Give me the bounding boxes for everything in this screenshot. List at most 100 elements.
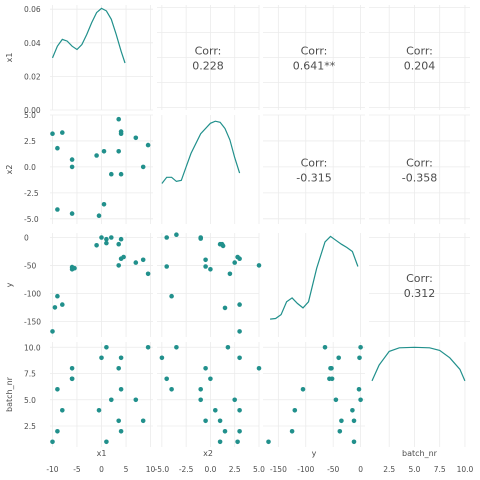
x-tick-label: -150 xyxy=(270,465,287,474)
y-tick-label: -100 xyxy=(24,289,41,298)
scatter-point xyxy=(222,429,228,434)
panel-background xyxy=(263,342,365,447)
scatter-point xyxy=(69,211,75,216)
panel-x1-x1 xyxy=(50,5,153,111)
scatter-point xyxy=(50,439,55,445)
density-curve-batch_nr xyxy=(371,346,466,382)
scatter-point xyxy=(350,408,355,413)
correlation-value: 0.204 xyxy=(404,60,436,73)
scatter-point xyxy=(69,376,75,382)
panel-batch_nr-batch_nr xyxy=(369,342,470,447)
y-tick-label: -2.5 xyxy=(24,189,39,198)
scatter-point xyxy=(256,366,262,371)
row-variable-label: x2 xyxy=(5,165,14,175)
scatter-point xyxy=(358,397,363,403)
x-tick-label: 5 xyxy=(124,465,129,474)
scatter-point xyxy=(116,116,121,122)
scatter-point xyxy=(159,355,165,361)
scatter-point xyxy=(198,397,203,403)
x-tick-label: 0 xyxy=(99,465,104,474)
correlation-label: Corr: xyxy=(406,272,433,285)
scatter-point xyxy=(164,235,169,240)
correlation-label: Corr: xyxy=(406,157,433,170)
scatter-point xyxy=(55,145,60,151)
row-variable-label: y xyxy=(5,282,14,287)
y-tick-label: 0.00 xyxy=(24,106,41,115)
panel-background xyxy=(263,115,365,224)
scatter-point xyxy=(121,254,126,260)
x-tick-label: 5.0 xyxy=(253,465,265,474)
scatter-point xyxy=(164,376,169,382)
x-tick-label: -5.0 xyxy=(155,465,170,474)
x-tick-label: 0.0 xyxy=(204,465,216,474)
y-tick-label: 10.0 xyxy=(24,343,41,352)
scatter-point xyxy=(237,302,242,307)
scatter-point xyxy=(55,429,60,434)
y-tick-label: 0 xyxy=(24,233,29,242)
scatter-point xyxy=(55,207,60,212)
scatter-point xyxy=(101,202,107,207)
scatter-point xyxy=(104,240,109,246)
scatter-point xyxy=(94,153,99,158)
panel-y-x2 xyxy=(157,232,262,337)
scatter-point xyxy=(69,366,75,371)
scatter-point xyxy=(116,241,121,247)
panel-background xyxy=(369,115,470,224)
scatter-point xyxy=(217,439,223,445)
y-tick-label: 0.02 xyxy=(24,72,41,81)
scatter-point xyxy=(329,376,335,382)
correlation-value: -0.358 xyxy=(402,172,437,185)
scatter-point xyxy=(203,418,208,424)
scatter-point xyxy=(198,387,203,392)
panel-y-y xyxy=(263,233,365,337)
scatter-point xyxy=(104,236,109,242)
x-tick-label: -5 xyxy=(73,465,81,474)
panel-background xyxy=(157,233,259,337)
panel-layer: Corr: 0.228 Corr: 0.641** Corr: 0.204 Corr: -0.… xyxy=(50,5,470,447)
scatter-point xyxy=(333,397,339,403)
x-tick-label: -2.5 xyxy=(179,465,194,474)
scatter-point xyxy=(140,257,146,263)
panel-x2-x2 xyxy=(157,115,260,224)
x-tick-label: 0 xyxy=(358,465,363,474)
panel-background xyxy=(369,233,470,337)
scatter-point xyxy=(289,429,295,434)
scatter-point xyxy=(94,243,99,248)
scatter-point xyxy=(337,429,343,434)
panel-y-x1 xyxy=(50,233,153,337)
correlation-label: Corr: xyxy=(195,45,222,58)
scatter-point xyxy=(96,213,102,218)
scatter-point xyxy=(60,130,65,135)
correlation-label: Corr: xyxy=(301,45,328,58)
panel-batch_nr-x2 xyxy=(157,342,262,447)
scatter-point xyxy=(225,345,231,350)
scatter-point xyxy=(104,345,109,350)
scatter-point xyxy=(116,149,121,154)
panel-x2-x1 xyxy=(50,114,153,224)
column-variable-label: batch_nr xyxy=(402,449,438,458)
scatter-point xyxy=(232,397,237,403)
y-tick-label: 5.0 xyxy=(24,111,36,120)
x-tick-label: 7.5 xyxy=(434,465,446,474)
column-variable-label: x1 xyxy=(97,449,107,458)
scatter-point xyxy=(237,329,242,334)
scatter-point xyxy=(237,429,242,434)
y-tick-label: 2.5 xyxy=(24,422,36,431)
x-tick-label: 2.5 xyxy=(229,465,241,474)
scatter-point xyxy=(96,408,102,413)
scatter-point xyxy=(351,439,357,445)
scatter-point xyxy=(329,366,334,371)
scatter-point xyxy=(169,293,174,299)
scatter-point xyxy=(300,387,306,392)
scatter-point xyxy=(72,265,77,271)
y-tick-label: -50 xyxy=(24,261,36,270)
scatter-point xyxy=(118,236,124,242)
scatter-point xyxy=(109,235,114,240)
y-tick-label: 0.0 xyxy=(24,163,36,172)
y-tick-label: 2.5 xyxy=(24,137,36,146)
scatter-point xyxy=(118,429,124,434)
scatter-point xyxy=(339,418,344,424)
scatter-point xyxy=(118,171,124,177)
scatter-point xyxy=(237,408,242,413)
scatter-point xyxy=(69,157,75,162)
